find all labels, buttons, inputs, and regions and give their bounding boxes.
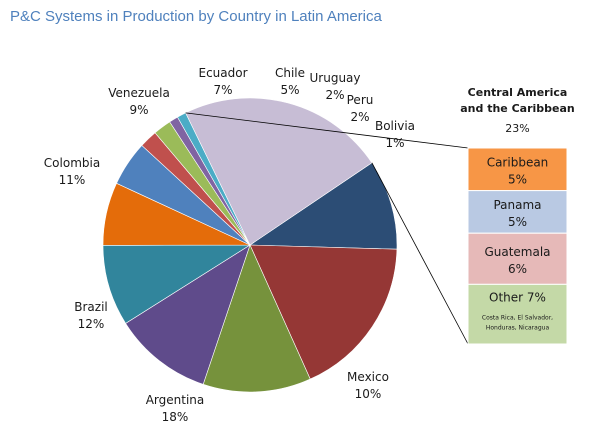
breakdown-segment-guatemala: [467, 232, 568, 285]
breakdown-label-other: Other 7%: [489, 290, 546, 304]
label-chile: Chile 5%: [275, 66, 305, 97]
chart-title: P&C Systems in Production by Country in …: [10, 8, 382, 25]
slice-argentina: [249, 244, 398, 380]
breakdown-label-guatemala: Guatemala 6%: [484, 245, 550, 276]
pie-slices: [102, 97, 398, 393]
breakdown-label-panama: Panama 5%: [493, 198, 541, 229]
label-argentina: Argentina 18%: [146, 393, 205, 424]
label-uruguay: Uruguay 2%: [310, 71, 361, 102]
breakdown-bar: Caribbean 5% Panama 5% Guatemala 6% Other 7% Co…: [460, 86, 575, 345]
breakdown-total: 23%: [505, 122, 529, 135]
breakdown-note: Costa Rica, El Salvador, Honduras, Nicara…: [482, 314, 553, 331]
slice-brazil: [202, 244, 311, 393]
label-colombia: Colombia 11%: [44, 156, 100, 187]
connector-bottom: [371, 162, 469, 345]
label-bolivia: Bolivia 1%: [375, 119, 415, 150]
connector-top: [185, 112, 469, 149]
slice-colombia: [125, 244, 251, 385]
breakdown-label-caribbean: Caribbean 5%: [487, 155, 549, 186]
label-peru: Peru 2%: [347, 93, 374, 124]
slice-venezuela: [102, 244, 252, 324]
breakdown-title: Central America and the Caribbean: [460, 86, 575, 115]
breakdown-connectors: [185, 112, 469, 345]
label-brazil: Brazil 12%: [74, 300, 108, 331]
label-mexico: Mexico 10%: [347, 370, 389, 401]
pie-labels: Mexico 10% Argentina 18% Brazil 12% Colombia 11…: [44, 66, 415, 424]
label-ecuador: Ecuador 7%: [198, 66, 247, 97]
breakdown-segment-other: [467, 283, 568, 345]
slice-central-america-and-the-caribbean: [185, 97, 373, 246]
label-venezuela: Venezuela 9%: [108, 86, 170, 117]
